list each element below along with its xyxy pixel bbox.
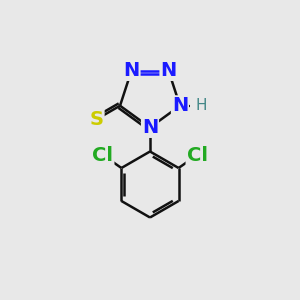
Text: N: N: [172, 96, 188, 115]
Text: S: S: [90, 110, 104, 129]
Text: N: N: [160, 61, 177, 80]
Text: H: H: [195, 98, 207, 113]
Text: Cl: Cl: [187, 146, 208, 165]
Text: N: N: [142, 118, 158, 137]
Text: N: N: [123, 61, 140, 80]
Text: Cl: Cl: [92, 146, 113, 165]
